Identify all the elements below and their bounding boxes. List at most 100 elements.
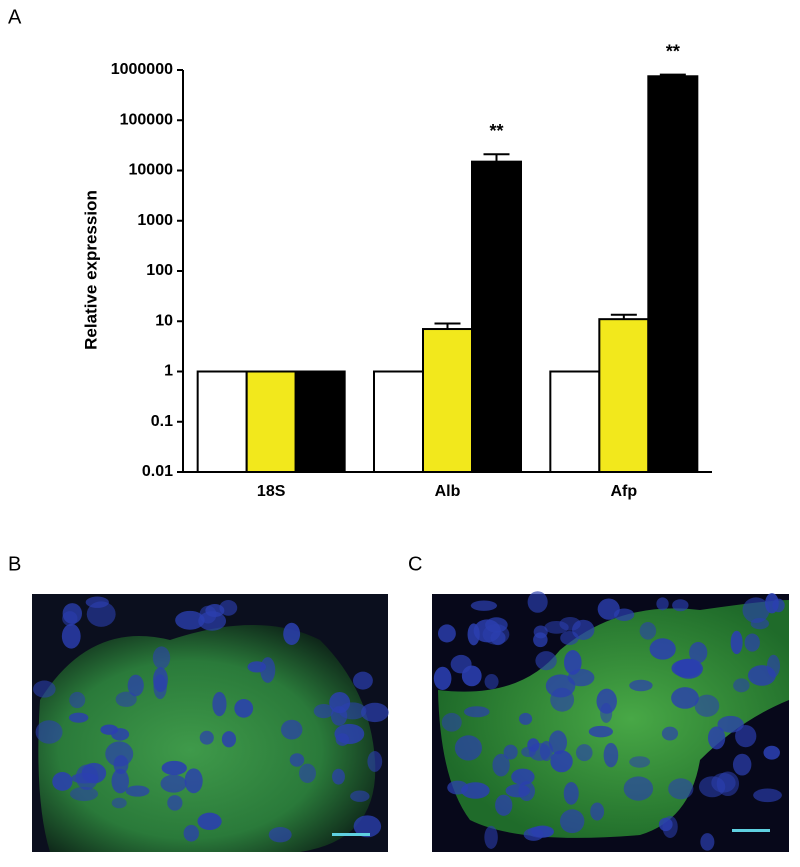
error-bar bbox=[483, 153, 510, 162]
nucleus bbox=[763, 745, 780, 760]
nucleus bbox=[160, 774, 187, 793]
nucleus bbox=[735, 724, 757, 748]
y-tick-label: 10 bbox=[155, 312, 173, 329]
nucleus bbox=[247, 661, 267, 673]
nucleus bbox=[672, 599, 689, 612]
nucleus bbox=[86, 601, 116, 627]
nucleus bbox=[105, 741, 134, 767]
nucleus bbox=[437, 624, 456, 643]
nucleus bbox=[62, 611, 78, 626]
nucleus bbox=[550, 750, 573, 773]
nucleus bbox=[533, 632, 548, 648]
nucleus bbox=[352, 671, 373, 690]
nucleus bbox=[563, 650, 582, 675]
bar bbox=[294, 370, 346, 473]
nucleus bbox=[521, 746, 536, 758]
nucleus bbox=[35, 720, 63, 744]
x-tick-label: Alb bbox=[435, 483, 461, 500]
nucleus bbox=[289, 753, 305, 767]
nucleus bbox=[523, 828, 544, 841]
bar bbox=[373, 370, 424, 473]
nucleus bbox=[152, 646, 171, 670]
significance: ** bbox=[666, 41, 680, 61]
nucleus bbox=[717, 715, 744, 733]
nucleus bbox=[283, 622, 301, 646]
error-bar bbox=[434, 322, 461, 330]
error-bar bbox=[659, 73, 686, 77]
bar bbox=[647, 75, 699, 473]
nucleus bbox=[482, 623, 510, 645]
nucleus bbox=[183, 824, 199, 842]
nucleus bbox=[175, 610, 205, 630]
nucleus bbox=[463, 706, 490, 718]
nucleus bbox=[730, 630, 743, 655]
nucleus bbox=[441, 712, 462, 732]
y-tick-label: 100000 bbox=[120, 111, 173, 128]
micrograph bbox=[32, 594, 389, 852]
nucleus bbox=[100, 724, 119, 735]
panel-label: C bbox=[408, 553, 422, 575]
nucleus bbox=[732, 753, 752, 776]
nucleus bbox=[127, 674, 144, 697]
nucleus bbox=[656, 597, 669, 611]
y-tick-label: 100 bbox=[146, 262, 173, 279]
nucleus bbox=[461, 782, 490, 799]
nucleus bbox=[563, 781, 579, 805]
nucleus bbox=[367, 751, 383, 772]
bar bbox=[245, 370, 297, 473]
nucleus bbox=[197, 812, 222, 831]
nucleus bbox=[115, 691, 137, 707]
nucleus bbox=[268, 827, 292, 843]
nucleus bbox=[52, 772, 73, 791]
nucleus bbox=[535, 651, 557, 671]
nucleus bbox=[470, 600, 498, 611]
nucleus bbox=[212, 691, 227, 717]
nucleus bbox=[33, 680, 56, 698]
nucleus bbox=[603, 742, 619, 768]
nucleus bbox=[766, 654, 781, 678]
nucleus bbox=[280, 719, 303, 740]
nucleus bbox=[433, 666, 452, 691]
nucleus bbox=[503, 744, 518, 760]
nucleus bbox=[360, 702, 389, 723]
nucleus bbox=[596, 688, 617, 714]
nucleus bbox=[689, 641, 708, 664]
nucleus bbox=[742, 597, 770, 623]
panel-label: B bbox=[8, 553, 21, 575]
y-tick-label: 1000000 bbox=[111, 61, 173, 78]
nucleus bbox=[69, 691, 86, 709]
bar bbox=[196, 370, 248, 473]
nucleus bbox=[590, 802, 605, 821]
bar bbox=[471, 160, 522, 473]
nucleus bbox=[153, 667, 168, 693]
nucleus bbox=[518, 712, 533, 725]
nucleus bbox=[527, 591, 548, 613]
nucleus bbox=[125, 785, 150, 797]
nucleus bbox=[588, 725, 613, 738]
y-tick-label: 0.01 bbox=[142, 463, 173, 480]
nucleus bbox=[629, 679, 653, 692]
nucleus bbox=[668, 778, 694, 800]
nucleus bbox=[313, 703, 334, 719]
x-tick-label: 18S bbox=[257, 483, 286, 500]
nucleus bbox=[111, 797, 127, 809]
nucleus bbox=[184, 768, 203, 794]
nucleus bbox=[353, 815, 382, 838]
nucleus bbox=[559, 809, 585, 834]
y-tick-label: 1 bbox=[164, 363, 173, 380]
nucleus bbox=[548, 730, 568, 755]
x-tick-label: Afp bbox=[611, 483, 638, 500]
nucleus bbox=[335, 733, 350, 746]
bar bbox=[422, 328, 473, 473]
nucleus bbox=[350, 790, 370, 802]
micrograph bbox=[432, 591, 789, 852]
nucleus bbox=[205, 604, 225, 617]
significance: ** bbox=[489, 121, 503, 141]
nucleus bbox=[484, 674, 499, 690]
nucleus bbox=[700, 833, 715, 851]
nucleus bbox=[662, 815, 678, 838]
nucleus bbox=[671, 687, 699, 709]
nucleus bbox=[68, 712, 89, 723]
nucleus bbox=[671, 659, 702, 678]
